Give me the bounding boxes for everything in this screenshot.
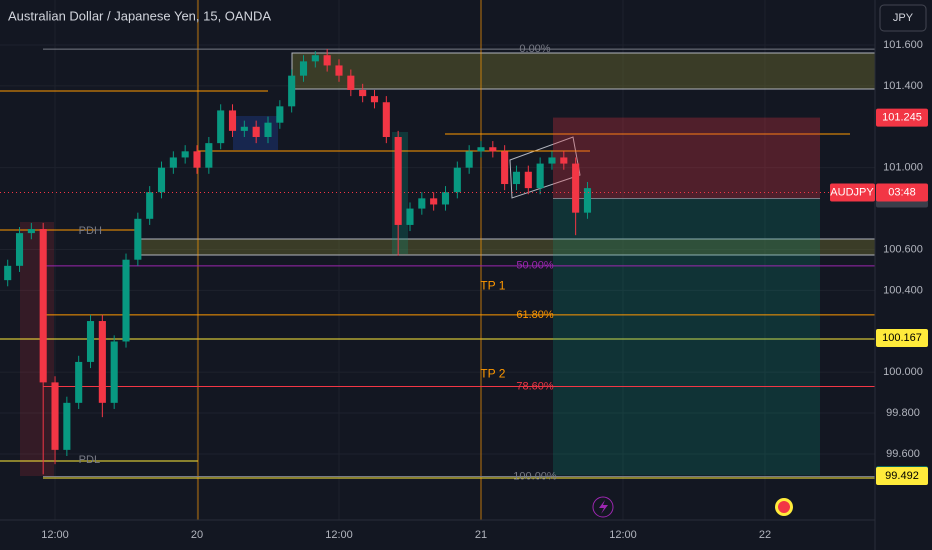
candle-body [477,147,485,152]
fib-label: 78.60% [516,380,554,392]
y-tick-label: 101.400 [883,80,923,92]
candle-body [75,361,83,403]
candle-body [264,122,272,138]
symbol: AUDJPY [830,186,874,198]
annotation: TP 1 [480,278,505,292]
candle-body [548,157,556,164]
candle-body [583,188,592,213]
event-icon [599,500,608,514]
candle-body [572,163,580,213]
candle-body [217,110,225,144]
candle-body [39,229,47,383]
candle-body [110,341,118,403]
candle-body [134,218,142,260]
candle-body [560,157,568,164]
chart-title: Australian Dollar / Japanese Yen, 15, OA… [8,8,271,23]
event-icon [778,501,790,513]
fib-label: 0.00% [519,43,550,55]
candle-body [430,198,438,205]
y-tick-label: 100.400 [883,284,923,296]
y-tick-label: 99.800 [886,407,920,419]
candle-body [465,151,473,168]
candle-body [335,65,343,76]
candle-body [63,402,71,450]
y-tick-label: 101.600 [883,39,923,51]
fib-label: 50.00% [516,260,554,272]
candle-body [193,151,201,168]
candle-body [252,126,260,138]
currency: JPY [893,12,914,24]
countdown-box [876,183,928,202]
candle-body [205,143,213,168]
y-tick-label: 101.000 [883,162,923,174]
price-label: 99.492 [885,470,919,482]
x-tick-label: 22 [759,529,771,541]
candle-body [311,55,319,62]
candle-body [441,192,450,205]
annotation: TP 2 [480,366,505,380]
x-tick-label: 12:00 [325,529,353,541]
candle-body [146,192,154,219]
price-axis [875,0,932,550]
candle-body [299,61,308,76]
price-label: 100.167 [882,332,922,344]
candle-body [382,102,390,138]
candle-body [370,96,379,103]
candle-body [228,110,237,131]
y-tick-label: 100.600 [883,243,923,255]
candle-body [406,208,414,225]
candle-body [359,89,367,97]
y-tick-label: 100.000 [883,366,923,378]
symbol-tag [830,183,875,202]
x-tick-label: 12:00 [41,529,69,541]
candle-body [524,171,532,189]
price-label: 101.245 [882,111,922,123]
zone [291,52,876,90]
annotation: PDL [79,454,100,466]
candle-body [98,321,106,403]
fib-label: 61.80% [516,309,554,321]
candle-body [122,259,130,342]
candle-body [86,321,95,362]
y-tick-label: 99.600 [886,448,920,460]
zones [0,0,876,520]
countdown: 03:48 [888,186,916,198]
candle-body [15,233,24,266]
price-label-box [876,108,928,127]
stop-zone [553,117,820,199]
candle-body [157,167,166,193]
candle-body [181,151,189,158]
currency-button[interactable] [879,4,927,32]
candle-body [240,126,248,131]
candle-body [489,147,497,152]
candle-body [418,198,426,209]
candle-body [512,171,521,185]
candle-body [347,75,355,90]
price-label-box [876,329,928,348]
annotation: PDH [79,225,102,237]
candle-body [501,151,509,185]
candle-body [169,157,177,168]
candle-body [453,167,461,193]
candle-body [4,265,12,281]
zone [20,222,54,476]
event-icon[interactable] [592,496,614,518]
price-label-box [876,467,928,486]
candle-body [323,55,331,66]
candle-body [276,106,284,123]
x-tick-label: 20 [191,529,203,541]
channel [509,136,581,199]
candle-body [51,382,59,450]
candle-body [27,229,35,234]
candle-body [288,75,296,107]
candle-body [536,163,544,189]
candle-body [394,137,402,225]
target-zone [553,198,820,476]
x-tick-label: 12:00 [609,529,637,541]
x-tick-label: 21 [475,529,487,541]
fib-label: 100.00% [513,470,557,482]
